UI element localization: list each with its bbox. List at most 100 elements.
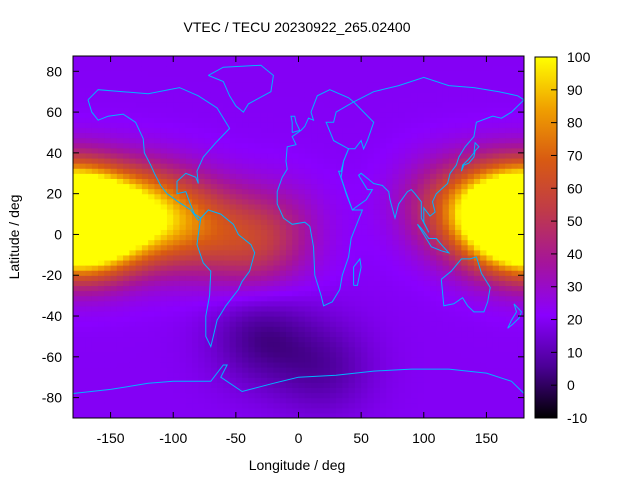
heatmap-cell	[285, 198, 293, 205]
heatmap-cell	[98, 239, 105, 246]
heatmap-cell	[273, 157, 281, 164]
heatmap-cell	[141, 259, 149, 266]
heatmap-cell	[166, 208, 174, 215]
heatmap-cell	[498, 321, 506, 327]
heatmap-cell	[141, 402, 149, 409]
heatmap-cell	[336, 249, 343, 256]
heatmap-cell	[430, 117, 437, 123]
heatmap-cell	[386, 106, 394, 113]
heatmap-cell	[342, 122, 350, 128]
heatmap-cell	[129, 183, 137, 190]
heatmap-cell	[486, 341, 494, 348]
heatmap-cell	[204, 147, 212, 154]
heatmap-cell	[192, 346, 199, 353]
heatmap-cell	[267, 285, 275, 292]
heatmap-cell	[185, 229, 193, 236]
heatmap-cell	[104, 122, 112, 128]
heatmap-cell	[235, 198, 243, 205]
heatmap-cell	[455, 305, 462, 312]
heatmap-cell	[173, 300, 181, 307]
heatmap-cell	[354, 290, 362, 297]
heatmap-cell	[404, 372, 412, 378]
heatmap-cell	[104, 101, 112, 108]
heatmap-cell	[210, 188, 218, 195]
heatmap-cell	[386, 122, 394, 128]
heatmap-cell	[254, 300, 262, 307]
heatmap-cell	[154, 377, 162, 383]
heatmap-cell	[267, 178, 275, 185]
heatmap-cell	[336, 254, 343, 261]
heatmap-cell	[273, 163, 281, 169]
heatmap-cell	[417, 76, 425, 83]
heatmap-cell	[404, 249, 412, 256]
heatmap-cell	[404, 305, 412, 312]
heatmap-cell	[455, 280, 462, 287]
heatmap-cell	[411, 285, 419, 292]
heatmap-cell	[235, 61, 243, 67]
heatmap-cell	[217, 122, 224, 128]
heatmap-cell	[154, 193, 162, 200]
heatmap-cell	[505, 71, 513, 77]
heatmap-cell	[486, 173, 494, 179]
heatmap-cell	[480, 178, 488, 185]
heatmap-cell	[242, 106, 249, 113]
heatmap-cell	[367, 285, 375, 292]
heatmap-cell	[455, 71, 462, 77]
heatmap-cell	[323, 234, 331, 241]
heatmap-cell	[404, 208, 412, 215]
heatmap-cell	[116, 203, 124, 210]
heatmap-cell	[467, 101, 475, 108]
heatmap-cell	[166, 127, 174, 134]
heatmap-cell	[336, 295, 343, 302]
heatmap-cell	[210, 280, 218, 287]
heatmap-cell	[285, 407, 293, 414]
heatmap-cell	[304, 336, 312, 343]
heatmap-cell	[336, 412, 343, 418]
heatmap-cell	[448, 346, 456, 353]
heatmap-cell	[304, 91, 312, 98]
heatmap-cell	[104, 341, 112, 348]
heatmap-cell	[73, 367, 80, 373]
heatmap-cell	[317, 336, 325, 343]
heatmap-cell	[292, 147, 300, 154]
heatmap-cell	[235, 163, 243, 169]
heatmap-cell	[492, 361, 500, 368]
heatmap-cell	[404, 367, 412, 373]
heatmap-cell	[229, 367, 237, 373]
heatmap-cell	[242, 382, 249, 389]
heatmap-cell	[110, 219, 118, 225]
heatmap-cell	[285, 372, 293, 378]
heatmap-cell	[473, 346, 481, 353]
heatmap-cell	[279, 112, 287, 118]
heatmap-cell	[367, 234, 375, 241]
heatmap-cell	[480, 265, 488, 271]
heatmap-cell	[354, 91, 362, 98]
heatmap-cell	[223, 76, 231, 83]
heatmap-cell	[160, 178, 168, 185]
heatmap-cell	[298, 112, 306, 118]
heatmap-cell	[329, 173, 337, 179]
heatmap-cell	[480, 270, 488, 276]
heatmap-cell	[229, 157, 237, 164]
heatmap-cell	[204, 198, 212, 205]
heatmap-cell	[486, 331, 494, 338]
heatmap-cell	[116, 61, 124, 67]
heatmap-cell	[292, 163, 300, 169]
heatmap-cell	[455, 183, 462, 190]
heatmap-cell	[248, 142, 256, 149]
heatmap-cell	[467, 219, 475, 225]
heatmap-cell	[329, 91, 337, 98]
heatmap-cell	[235, 351, 243, 358]
heatmap-cell	[311, 372, 318, 378]
heatmap-cell	[104, 66, 112, 72]
heatmap-cell	[311, 117, 318, 123]
heatmap-cell	[480, 173, 488, 179]
heatmap-cell	[392, 86, 400, 93]
heatmap-cell	[254, 372, 262, 378]
heatmap-cell	[411, 76, 419, 83]
heatmap-cell	[317, 132, 325, 139]
heatmap-cell	[91, 382, 99, 389]
heatmap-cell	[73, 132, 80, 139]
heatmap-cell	[367, 152, 375, 159]
heatmap-cell	[260, 331, 268, 338]
